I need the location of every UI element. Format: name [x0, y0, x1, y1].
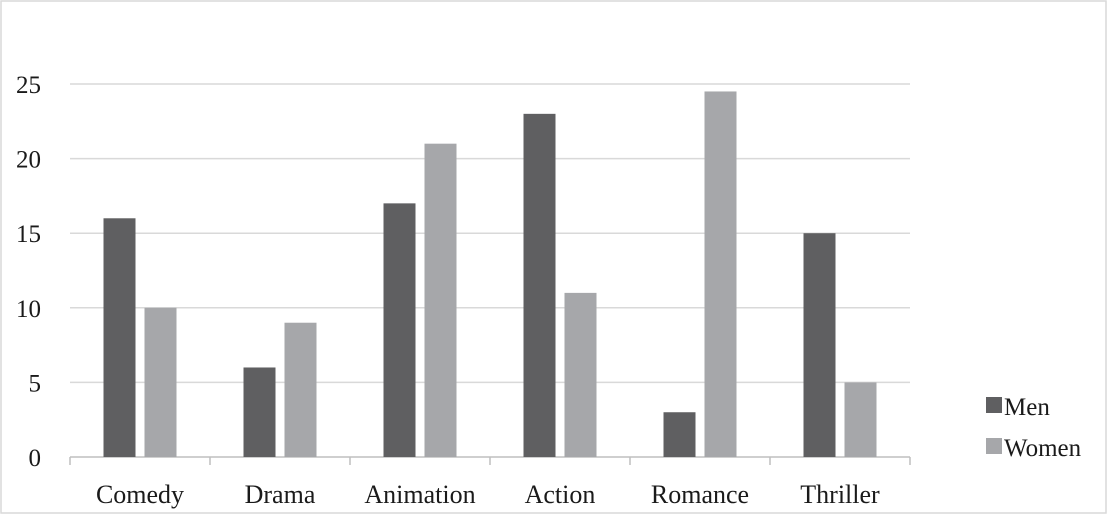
y-tick-label: 10	[16, 296, 41, 323]
legend-label-men: Men	[1004, 394, 1050, 421]
y-tick-labels: 0 5 10 15 20 25	[16, 72, 41, 472]
bar-women-thriller	[844, 382, 877, 457]
x-category-label: Thriller	[800, 480, 880, 509]
y-tick-label: 20	[16, 147, 41, 174]
y-tick-label: 5	[29, 370, 42, 397]
legend-label-women: Women	[1004, 435, 1082, 462]
legend-swatch-women	[986, 438, 1002, 454]
x-category-label: Comedy	[96, 480, 184, 509]
x-category-label: Action	[525, 480, 596, 509]
bar-women-comedy	[144, 307, 177, 457]
bar-men-comedy	[103, 218, 136, 457]
legend: Men Women	[986, 394, 1082, 462]
bar-men-romance	[663, 412, 696, 457]
x-axis	[69, 456, 911, 465]
legend-swatch-men	[986, 397, 1002, 413]
y-tick-label: 25	[16, 72, 41, 99]
bar-women-animation	[424, 143, 457, 457]
y-tick-label: 0	[29, 445, 42, 472]
bar-women-drama	[284, 322, 317, 457]
x-category-label: Animation	[364, 480, 475, 509]
y-tick-label: 15	[16, 221, 41, 248]
bar-men-thriller	[803, 233, 836, 457]
bar-women-romance	[704, 91, 737, 458]
bar-men-action	[523, 113, 556, 457]
x-category-label: Romance	[651, 480, 749, 509]
x-category-label: Drama	[245, 480, 316, 509]
category-labels: Comedy Drama Animation Action Romance Thrille…	[96, 480, 880, 509]
gridlines	[70, 83, 910, 384]
bar-men-drama	[243, 367, 276, 457]
bar-women-action	[564, 292, 597, 457]
bar-men-animation	[383, 203, 416, 457]
bars	[103, 91, 877, 458]
